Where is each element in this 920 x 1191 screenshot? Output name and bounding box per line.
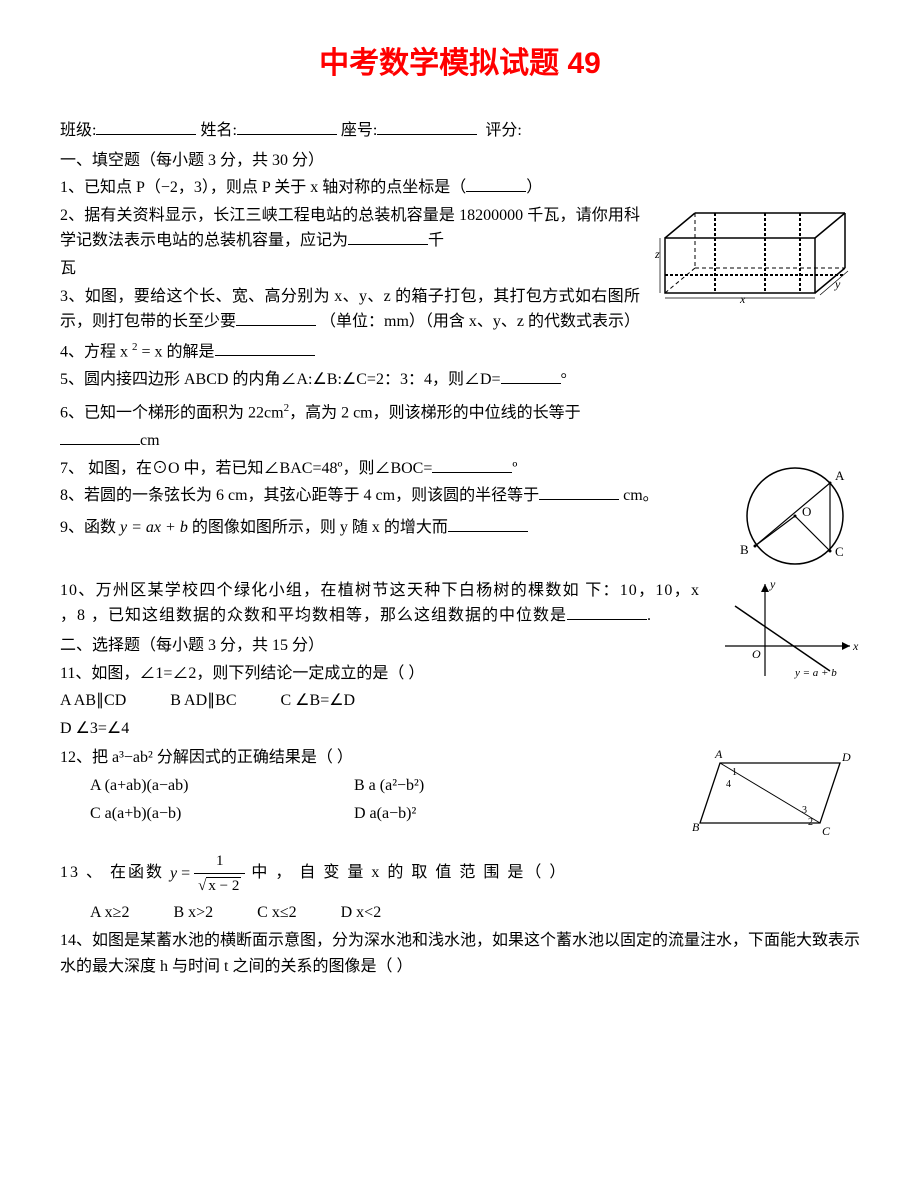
q6-blank xyxy=(60,428,140,445)
line-graph-svg: x y O y = a + b xyxy=(710,576,860,686)
svg-text:O: O xyxy=(802,504,811,519)
q13-opt-c: C x≤2 xyxy=(257,900,296,926)
svg-text:x: x xyxy=(739,292,746,303)
question-11-opt-d-line: D ∠3=∠4 xyxy=(60,716,860,742)
svg-text:O: O xyxy=(752,647,761,661)
question-5: 5、圆内接四边形 ABCD 的内角∠A:∠B:∠C=2：3：4，则∠D= ° xyxy=(60,367,860,393)
q1-blank xyxy=(466,175,526,192)
q5-blank xyxy=(501,367,561,384)
q1-text: 1、已知点 P（−2，3），则点 P 关于 x 轴对称的点坐标是（ xyxy=(60,179,466,196)
name-label: 姓名: xyxy=(200,122,236,139)
q10-text-b: . xyxy=(647,607,652,624)
student-info-line: 班级: 姓名: 座号: 评分: xyxy=(60,118,860,144)
q11-opt-a: A AB∥CD xyxy=(60,688,126,714)
svg-text:x: x xyxy=(852,639,859,653)
q13-text-a: 13 、 在函数 xyxy=(60,865,170,882)
q11-opt-b: B AD∥BC xyxy=(170,688,236,714)
parallelogram-svg: A D B C 1 4 3 2 xyxy=(690,743,860,843)
q3-text-b: （单位：mm）（用含 x、y、z 的代数式表示） xyxy=(320,313,640,330)
q13-opt-a: A x≥2 xyxy=(90,900,129,926)
circle-diagram-svg: O A B C xyxy=(730,456,860,576)
name-blank xyxy=(237,118,337,135)
question-13: 13 、 在函数 y = 1√x − 2 中 ， 自 变 量 x 的 取 值 范… xyxy=(60,849,860,898)
parallelogram-figure: A D B C 1 4 3 2 xyxy=(690,743,860,843)
box-figure: x y z xyxy=(650,203,860,303)
q13-fraction: 1√x − 2 xyxy=(194,849,245,898)
svg-text:y: y xyxy=(769,577,776,591)
q2-blank xyxy=(348,228,428,245)
q8-text-b: cm。 xyxy=(619,487,659,504)
q6-text-b: ，高为 2 cm，则该梯形的中位线的长等于 xyxy=(289,405,581,422)
svg-text:y: y xyxy=(834,277,841,291)
q6-text-a: 6、已知一个梯形的面积为 22cm xyxy=(60,405,284,422)
svg-text:A: A xyxy=(835,468,845,483)
q4-text-b: = x 的解是 xyxy=(138,343,215,360)
q13-opt-d: D x<2 xyxy=(341,900,382,926)
q5-text-a: 5、圆内接四边形 ABCD 的内角∠A:∠B:∠C=2：3：4，则∠D= xyxy=(60,371,501,388)
q3-blank xyxy=(236,309,316,326)
svg-text:y = a + b: y = a + b xyxy=(794,667,837,679)
q12-opt-a: A (a+ab)(a−ab) xyxy=(90,773,310,799)
svg-text:1: 1 xyxy=(732,767,737,778)
seat-blank xyxy=(377,118,477,135)
q12-opt-b: B a (a²−b²) xyxy=(354,773,424,799)
svg-text:z: z xyxy=(654,247,660,261)
svg-text:3: 3 xyxy=(802,805,807,816)
q8-blank xyxy=(539,483,619,500)
q2-text-c: 瓦 xyxy=(60,260,76,277)
q4-text-a: 4、方程 x xyxy=(60,343,132,360)
seat-label: 座号: xyxy=(341,122,377,139)
question-11-opts: A AB∥CD B AD∥BC C ∠B=∠D xyxy=(60,688,860,714)
q4-blank xyxy=(215,339,315,356)
question-13-opts: A x≥2 B x>2 C x≤2 D x<2 xyxy=(90,900,860,926)
q9-text-a: 9、函数 xyxy=(60,519,120,536)
q9-text-c: 的图像如图所示，则 y 随 x 的增大而 xyxy=(188,519,448,536)
q10-blank xyxy=(567,603,647,620)
question-6-cont: cm xyxy=(60,428,860,454)
question-1: 1、已知点 P（−2，3），则点 P 关于 x 轴对称的点坐标是（ ） xyxy=(60,175,860,201)
svg-text:2: 2 xyxy=(808,817,813,828)
svg-text:D: D xyxy=(841,750,851,764)
circle-figure: O A B C xyxy=(730,456,860,576)
q13-text-b: 中 ， 自 变 量 x 的 取 值 范 围 是（ ） xyxy=(251,865,567,882)
question-14: 14、如图是某蓄水池的横断面示意图，分为深水池和浅水池，如果这个蓄水池以固定的流… xyxy=(60,928,860,979)
q8-text-a: 8、若圆的一条弦长为 6 cm，其弦心距等于 4 cm，则该圆的半径等于 xyxy=(60,487,539,504)
q12-opt-d: D a(a−b)² xyxy=(354,801,416,827)
svg-text:C: C xyxy=(835,544,844,559)
svg-text:B: B xyxy=(692,820,700,834)
q6-text-c: cm xyxy=(140,432,160,449)
svg-text:C: C xyxy=(822,824,831,838)
question-4: 4、方程 x 2 = x 的解是 xyxy=(60,339,860,365)
q11-opt-c: C ∠B=∠D xyxy=(281,688,356,714)
question-6: 6、已知一个梯形的面积为 22cm2，高为 2 cm，则该梯形的中位线的长等于 xyxy=(60,400,860,426)
line-graph-figure: x y O y = a + b xyxy=(710,576,860,686)
score-label: 评分: xyxy=(485,122,521,139)
q9-formula: y = ax + b xyxy=(120,519,188,536)
svg-text:A: A xyxy=(714,747,723,761)
q7-text-b: º xyxy=(512,460,517,477)
q2-text-b: 千 xyxy=(428,232,444,249)
q7-text-a: 7、 如图，在⊙O 中，若已知∠BAC=48º，则∠BOC= xyxy=(60,460,432,477)
q12-opt-c: C a(a+b)(a−b) xyxy=(90,801,310,827)
svg-text:B: B xyxy=(740,542,749,557)
class-blank xyxy=(96,118,196,135)
class-label: 班级: xyxy=(60,122,96,139)
q7-blank xyxy=(432,456,512,473)
q13-opt-b: B x>2 xyxy=(173,900,213,926)
q5-text-b: ° xyxy=(561,371,567,388)
box-diagram-svg: x y z xyxy=(650,203,860,303)
q9-blank xyxy=(448,515,528,532)
svg-text:4: 4 xyxy=(726,779,731,790)
section1-heading: 一、填空题（每小题 3 分，共 30 分） xyxy=(60,148,860,174)
q1-end: ） xyxy=(526,179,542,196)
page-title: 中考数学模拟试题 49 xyxy=(60,40,860,88)
